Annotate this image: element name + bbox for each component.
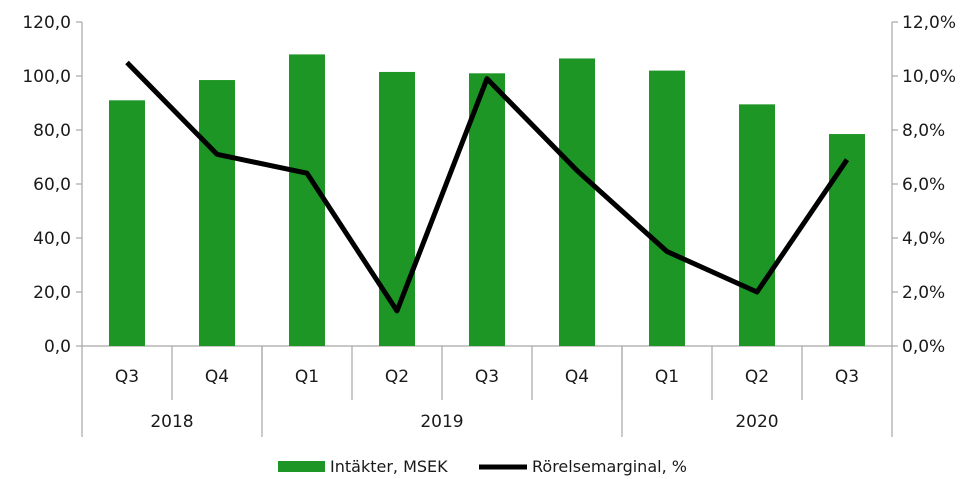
bar [739,104,775,346]
left-axis-ticks: 0,0 20,0 40,0 60,0 80,0 100,0 120,0 [22,13,82,357]
left-tick-label: 60,0 [33,175,71,195]
bar [469,73,505,347]
left-tick-label: 80,0 [33,121,71,141]
bar [559,58,595,346]
left-tick-label: 100,0 [22,67,71,87]
legend-label-bar: Intäkter, MSEK [330,457,448,476]
right-tick-label: 10,0% [902,67,956,87]
category-label: Q1 [655,367,679,387]
left-tick-label: 40,0 [33,229,71,249]
category-label: Q2 [745,367,769,387]
legend: Intäkter, MSEK Rörelsemarginal, % [278,457,687,476]
group-label: 2018 [150,412,193,432]
group-label: 2020 [735,412,778,432]
bar [829,134,865,346]
right-tick-label: 0,0% [902,337,945,357]
bar [109,100,145,346]
legend-swatch-bar [278,461,325,472]
bar [289,54,325,347]
bar [379,71,415,346]
category-label: Q3 [115,367,139,387]
right-axis-ticks: 0,0% 2,0% 4,0% 6,0% 8,0% 10,0% 12,0% [892,13,956,357]
right-tick-label: 12,0% [902,13,956,33]
category-label: Q3 [475,367,499,387]
left-tick-label: 0,0 [44,337,71,357]
left-tick-label: 20,0 [33,283,71,303]
category-axis: 2018 2019 2020 Q3 Q4 Q1 Q2 Q3 Q4 Q1 Q2 Q3 [81,346,893,437]
line-series [125,60,850,314]
bar [649,70,685,346]
right-tick-label: 4,0% [902,229,945,249]
category-label: Q1 [295,367,319,387]
bar-series [109,54,865,347]
category-label: Q4 [565,367,589,387]
group-label: 2019 [420,412,463,432]
category-label: Q3 [835,367,859,387]
left-tick-label: 120,0 [22,13,71,33]
legend-label-line: Rörelsemarginal, % [532,457,687,476]
right-tick-label: 6,0% [902,175,945,195]
category-label: Q2 [385,367,409,387]
category-label: Q4 [205,367,229,387]
bar [199,80,235,347]
right-tick-label: 2,0% [902,283,945,303]
right-tick-label: 8,0% [902,121,945,141]
